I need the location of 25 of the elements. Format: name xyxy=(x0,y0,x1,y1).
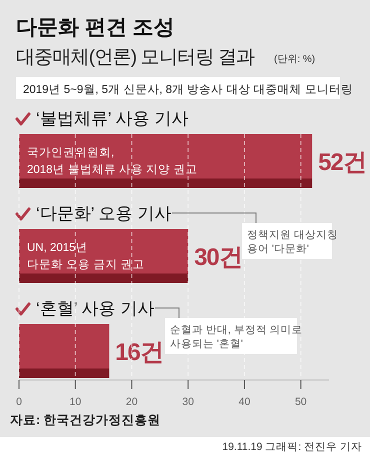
data-label: 30건 xyxy=(194,244,242,271)
bar xyxy=(19,324,110,378)
data-label: 16건 xyxy=(115,339,163,366)
annotation: 국가인권위원회, 2018년 불법체류 사용 지양 권고 xyxy=(27,147,198,176)
chart-subtitle: 대중매체(언론) 모니터링 결과 xyxy=(16,47,256,68)
text: 자료: 한국건강가정진흥원 xyxy=(10,413,161,427)
y-tick-label: ‘혼혈’ 사용 기사 xyxy=(36,299,154,318)
x-tick-label: 40 xyxy=(238,396,250,408)
x-tick-label: 10 xyxy=(70,396,82,408)
x-tick-label: 30 xyxy=(182,396,194,408)
x-tick-label: 0 xyxy=(16,396,22,408)
y-tick-label: ‘다문화’ 오용 기사 xyxy=(36,204,172,223)
y-tick-label: ‘불법체류’ 사용 기사 xyxy=(36,109,188,128)
text: 19.11.19 그래픽: 전진우 기자 xyxy=(222,441,362,453)
data-label: 52건 xyxy=(318,149,366,176)
text: (단위: %) xyxy=(274,54,316,65)
annotation: 정책지원 대상지칭 용어 '다문화' xyxy=(247,229,338,255)
annotation: 순혈과 반대, 부정적 의미로 사용되는 '혼혈' xyxy=(170,324,303,350)
bar xyxy=(19,229,188,283)
text: 2019년 5~9월, 5개 신문사, 8개 방송사 대상 대중매체 모니터링 xyxy=(23,84,353,96)
chart-title: 다문화 편견 조성 xyxy=(16,16,175,39)
x-tick-label: 50 xyxy=(294,396,307,408)
x-tick-label: 20 xyxy=(126,396,138,408)
bar xyxy=(19,134,312,188)
annotation: UN, 2015년 다문화 오용 금지 권고 xyxy=(27,242,145,271)
